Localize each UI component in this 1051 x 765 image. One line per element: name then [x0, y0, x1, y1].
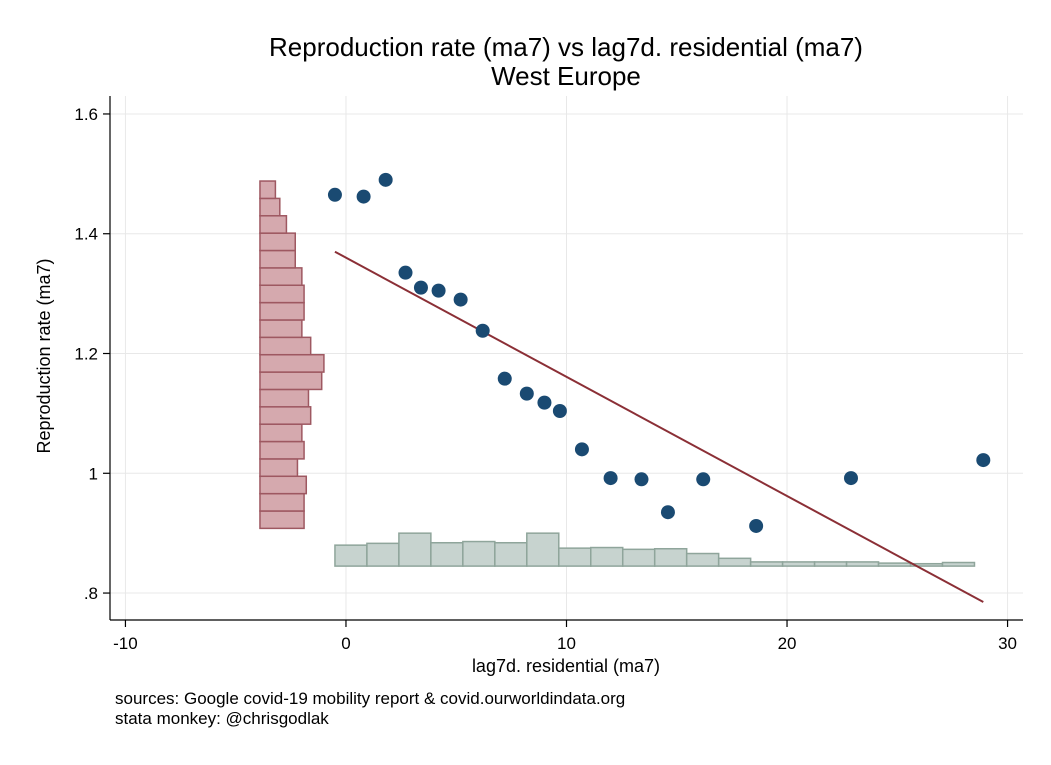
x-hist-bar: [781, 561, 816, 567]
x-tick-label: -10: [113, 634, 138, 653]
x-hist-bar: [366, 542, 400, 567]
x-hist-bar: [717, 557, 752, 567]
y-hist-bar: [259, 180, 277, 200]
data-point: [398, 265, 413, 280]
y-hist-bar: [259, 371, 323, 391]
y-tick-label: 1.2: [74, 345, 98, 364]
y-tick-label: 1.4: [74, 225, 98, 244]
x-hist-bar: [494, 541, 528, 567]
y-hist-bar: [259, 423, 303, 443]
x-tick-label: 30: [998, 634, 1017, 653]
x-histogram: [334, 532, 976, 567]
note-sources: sources: Google covid-19 mobility report…: [115, 689, 626, 708]
grid: [110, 96, 1023, 620]
data-point: [431, 283, 446, 298]
scatter-points: [327, 172, 991, 533]
y-hist-bar: [259, 388, 310, 408]
data-point: [497, 371, 512, 386]
x-tick-label: 0: [341, 634, 350, 653]
y-hist-bar: [259, 319, 303, 339]
data-point: [413, 280, 428, 295]
x-hist-bar: [462, 540, 496, 567]
x-hist-bar: [749, 561, 784, 567]
x-hist-bar: [685, 552, 720, 567]
source-notes: sources: Google covid-19 mobility report…: [115, 689, 625, 729]
data-point: [552, 403, 567, 418]
chart-subtitle: West Europe: [491, 61, 641, 91]
y-hist-bar: [259, 440, 305, 460]
x-hist-bar: [398, 532, 432, 567]
x-hist-bar: [334, 544, 368, 567]
data-point: [475, 323, 490, 338]
data-point: [537, 395, 552, 410]
y-hist-bar: [259, 510, 305, 530]
y-hist-bar: [259, 475, 308, 495]
note-author: stata monkey: @chrisgodlak: [115, 709, 329, 728]
data-point: [453, 292, 468, 307]
x-hist-bar: [845, 561, 880, 567]
x-hist-bar: [813, 561, 848, 567]
y-hist-bar: [259, 458, 299, 478]
tick-labels: -10 0 10 20 30 .8 1 1.2 1.4 1.6: [74, 105, 1017, 653]
x-hist-bar: [653, 547, 688, 567]
y-hist-bar: [259, 406, 312, 425]
data-point: [634, 472, 649, 487]
data-point: [356, 189, 371, 204]
x-hist-bar: [877, 562, 912, 567]
y-hist-bar: [259, 301, 305, 321]
data-point: [603, 471, 618, 486]
y-hist-bar: [259, 197, 281, 217]
data-point: [976, 453, 991, 468]
y-axis-title: Reproduction rate (ma7): [34, 258, 54, 453]
x-hist-bar: [621, 548, 656, 567]
y-tick-label: 1: [89, 464, 98, 483]
chart-title: Reproduction rate (ma7) vs lag7d. reside…: [269, 32, 863, 62]
x-hist-bar: [558, 547, 592, 567]
y-hist-bar: [259, 267, 303, 286]
data-point: [660, 505, 675, 520]
data-point: [327, 187, 342, 202]
y-hist-bar: [259, 336, 312, 356]
y-tick-label: .8: [84, 584, 98, 603]
y-hist-bar: [259, 232, 296, 252]
x-hist-bar: [590, 546, 624, 567]
y-histogram: [259, 180, 325, 530]
y-hist-bar: [259, 353, 325, 373]
x-axis-title: lag7d. residential (ma7): [472, 656, 660, 676]
y-hist-bar: [259, 284, 305, 304]
data-point: [378, 172, 393, 187]
fit-line-group: [334, 250, 984, 603]
fit-line: [334, 250, 984, 603]
y-hist-bar: [259, 249, 296, 269]
x-hist-bar: [526, 532, 560, 567]
x-hist-bar: [941, 561, 976, 567]
y-hist-bar: [259, 492, 305, 512]
x-hist-bar: [430, 541, 464, 567]
y-tick-label: 1.6: [74, 105, 98, 124]
y-hist-bar: [259, 215, 288, 234]
data-point: [696, 472, 711, 487]
x-tick-label: 10: [557, 634, 576, 653]
x-tick-label: 20: [778, 634, 797, 653]
data-point: [574, 442, 589, 457]
data-point: [843, 471, 858, 486]
data-point: [749, 518, 764, 533]
data-point: [519, 386, 534, 401]
